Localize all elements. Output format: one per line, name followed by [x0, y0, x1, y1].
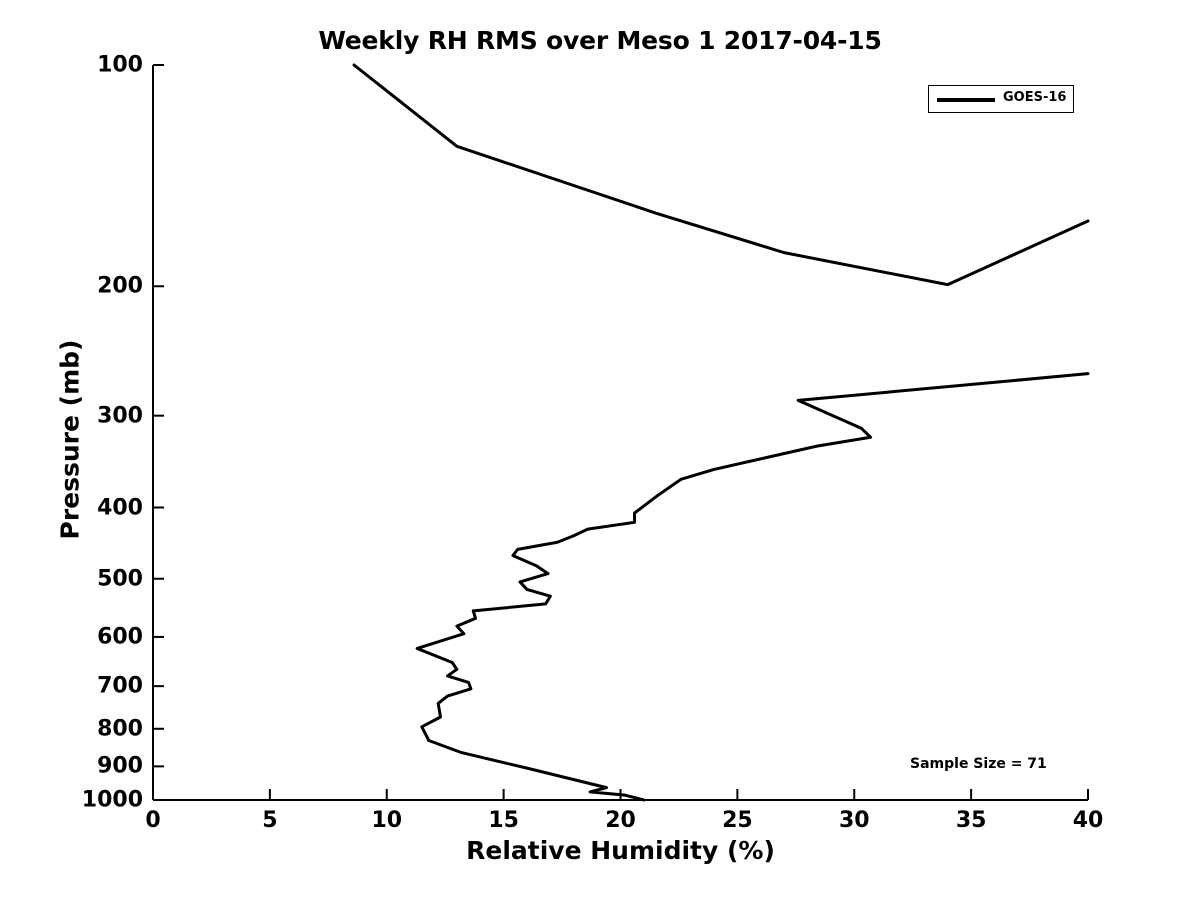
legend: GOES-16 [928, 85, 1074, 113]
x-axis-label: Relative Humidity (%) [466, 836, 775, 865]
tick-marks [152, 64, 1089, 801]
x-tick-label-15: 15 [488, 808, 519, 833]
series-line-goes-16-upper-branch [352, 63, 1090, 287]
x-tick-label-30: 30 [838, 808, 870, 833]
y-axis-label: Pressure (mb) [55, 339, 85, 540]
y-tick-label-700: 700 [97, 673, 143, 699]
x-tick-label-0: 0 [145, 808, 161, 833]
y-tick-label-400: 400 [97, 495, 143, 520]
x-tick-label-40: 40 [1072, 808, 1104, 833]
y-tick-label-800: 800 [97, 716, 143, 742]
legend-label-goes16: GOES-16 [1003, 90, 1067, 105]
x-tick-label-35: 35 [955, 808, 987, 833]
x-tick-label-20: 20 [605, 808, 636, 833]
y-tick-label-300: 300 [97, 403, 143, 429]
sample-size-annotation: Sample Size = 71 [910, 756, 1047, 772]
series-line-goes-16-lower-branch [415, 372, 1090, 802]
legend-line-sample [937, 98, 995, 102]
y-tick-label-200: 200 [97, 273, 143, 299]
y-tick-label-100: 100 [97, 52, 143, 78]
axis-lines [152, 65, 1088, 801]
y-tick-label-600: 600 [97, 624, 143, 650]
data-series-lines [352, 63, 1090, 802]
x-tick-label-5: 5 [262, 808, 278, 833]
x-tick-label-10: 10 [371, 808, 403, 833]
y-tick-label-500: 500 [97, 566, 143, 592]
y-tick-label-900: 900 [97, 753, 143, 779]
chart-title: Weekly RH RMS over Meso 1 2017-04-15 [318, 26, 882, 55]
x-tick-label-25: 25 [722, 808, 753, 833]
y-tick-label-1000: 1000 [81, 787, 143, 813]
